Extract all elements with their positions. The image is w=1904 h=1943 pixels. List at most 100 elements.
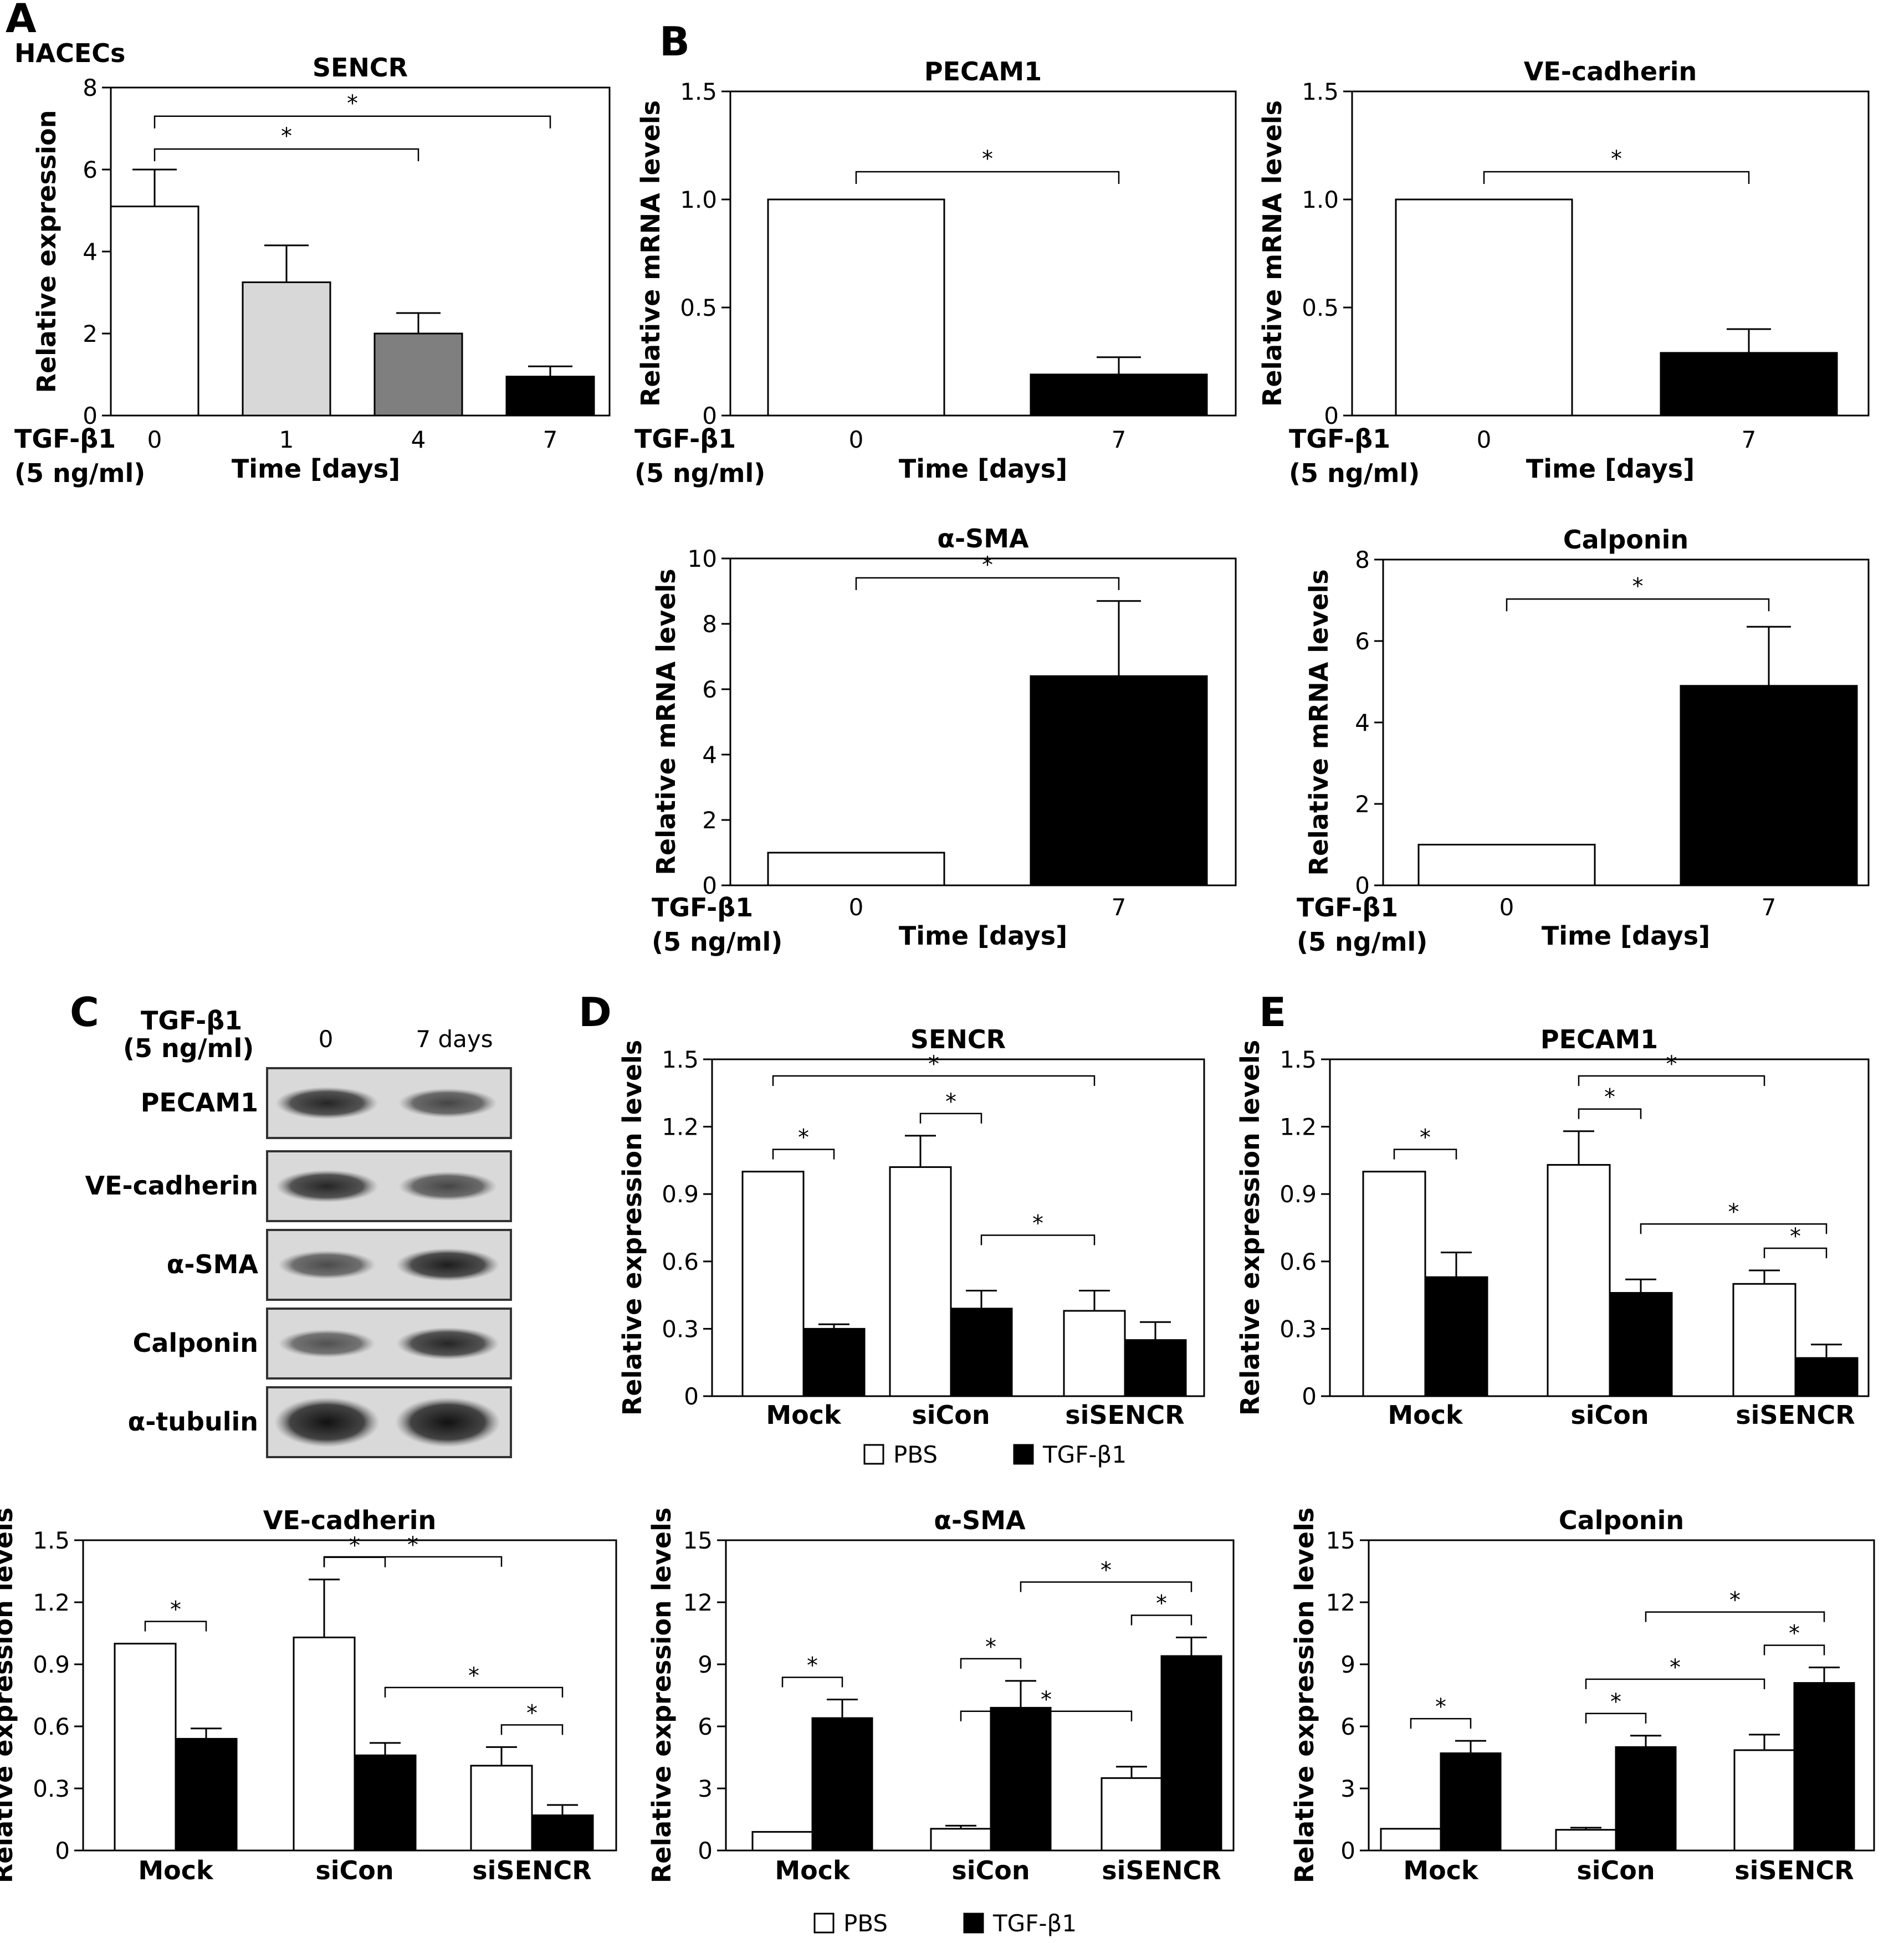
significance-bracket [144,1621,207,1632]
significance-bracket [323,1556,503,1567]
chart-B-aSMA: α-SMA 0 2 4 6 8 10 Relative mRNA levels 0 7 TGF-β1… [651,524,1237,957]
treatment-dose: (5 ng/ml) [14,458,145,488]
x-category-label: 1 [279,426,294,453]
y-axis-label: Relative expression levels [1235,1040,1265,1416]
bar-tgf [354,1754,417,1852]
y-tick-label: 0.3 [1279,1315,1317,1342]
y-tick-label: 12 [683,1589,713,1616]
chart-B-VE-cadherin: VE-cadherin 0 0.5 1.0 1.5 Relative mRNA level… [1257,57,1870,488]
x-category-label: siSENCR [1736,1400,1855,1430]
bar-tgf [1440,1752,1502,1852]
y-tick-label: 1.5 [680,78,717,105]
chart-title: VE-cadherin [263,1505,437,1535]
treatment-dose: (5 ng/ml) [652,927,782,957]
y-tick-label: 15 [1326,1527,1355,1554]
y-tick-label: 0 [702,872,717,899]
y-tick-label: 6 [702,676,717,703]
blot-band [274,1397,380,1447]
y-tick-label: 0.3 [662,1315,699,1342]
x-category-label: Mock [1403,1855,1479,1885]
bar-pbs [751,1831,813,1852]
treatment-label: TGF-β1 [634,424,736,454]
chart-E-VE-cadherin: VE-cadherin 0 0.3 0.6 0.9 1.2 1.5 Relative expr… [0,1505,617,1885]
chart-D-SENCR: SENCR 0 0.3 0.6 0.9 1.2 1.5 Relative expression… [617,1024,1205,1430]
y-tick-label: 8 [83,74,98,101]
significance-star: * [347,91,358,116]
y-tick-label: 8 [1355,546,1370,573]
significance-bracket [153,148,419,161]
significance-bracket [1130,1614,1192,1626]
y-tick-label: 0 [1302,1383,1317,1410]
significance-star: * [982,146,993,172]
bar [1680,685,1858,886]
x-category-label: siSENCR [472,1855,591,1885]
significance-star: * [1632,573,1644,599]
significance-bracket [1578,1075,1765,1086]
bar-pbs [889,1166,952,1397]
x-category-label: Mock [766,1400,842,1430]
significance-bracket [1763,1644,1825,1655]
bar-pbs [1732,1283,1796,1397]
significance-bracket [153,115,551,129]
significance-bracket [1483,171,1750,184]
significance-bracket [1410,1718,1472,1729]
blot-strip: VE-cadherin [85,1150,512,1222]
bar-tgf [1424,1276,1488,1397]
x-category-label: siCon [951,1855,1030,1885]
legends-layer: PBS TGF-β1 PBS TGF-β1 [813,1441,1127,1937]
x-category-label: 7 [543,426,558,453]
bar-pbs [1362,1171,1426,1397]
bar-tgf [990,1706,1052,1852]
bar-pbs [930,1828,992,1852]
significance-star: * [526,1700,538,1726]
blot-header-treatment: TGF-β1 [141,1006,242,1035]
significance-bracket [1020,1581,1192,1592]
blot-protein-label: VE-cadherin [85,1171,259,1201]
blot-band [275,1086,378,1120]
bar-tgf [1124,1339,1187,1397]
legend-label-pbs: PBS [893,1441,938,1468]
y-tick-label: 4 [1355,709,1370,736]
significance-star: * [1666,1052,1677,1077]
chart-title: Calponin [1559,1505,1684,1535]
significance-bracket [1578,1108,1642,1119]
y-tick-label: 0.6 [33,1713,70,1740]
x-axis-label: Time [days] [1542,921,1710,951]
significance-star: * [1789,1621,1800,1647]
bar-tgf [1609,1292,1673,1397]
chart-title: α-SMA [937,524,1029,553]
blot-band [275,1170,378,1203]
x-category-label: siCon [912,1400,990,1430]
significance-star: * [1435,1694,1446,1720]
blot-header-dose: (5 ng/ml) [123,1033,254,1063]
bar-pbs [470,1765,533,1852]
y-tick-label: 0 [1340,1837,1355,1864]
y-tick-label: 2 [702,807,717,834]
y-tick-label: 0 [83,402,98,429]
y-tick-label: 6 [698,1713,713,1740]
bar [1030,675,1208,886]
y-tick-label: 6 [1355,628,1370,655]
y-tick-label: 3 [1340,1775,1355,1802]
significance-bracket [323,1556,386,1567]
significance-star: * [1611,146,1622,172]
significance-star: * [349,1533,360,1558]
blot-col-label: 7 days [416,1026,493,1053]
y-tick-label: 15 [683,1527,713,1554]
x-axis-label: Time [days] [899,454,1067,484]
y-tick-label: 2 [1355,791,1370,818]
bar-tgf [531,1814,594,1852]
chart-E-Calponin: Calponin 0 3 6 9 12 15 Relative expression leve… [1289,1505,1875,1885]
significance-star: * [798,1125,809,1151]
y-axis-label: Relative expression [32,110,62,393]
legend-swatch-tgf [963,1913,984,1934]
y-tick-label: 0 [55,1837,70,1864]
blot-strip: α-tubulin [128,1386,512,1458]
y-tick-label: 0 [684,1383,699,1410]
y-axis-label: Relative expression levels [1289,1508,1319,1883]
blot-band [398,1088,497,1118]
significance-star: * [1420,1125,1431,1151]
y-axis-label: Relative mRNA levels [651,568,681,875]
panel-letter-e: E [1259,989,1286,1035]
